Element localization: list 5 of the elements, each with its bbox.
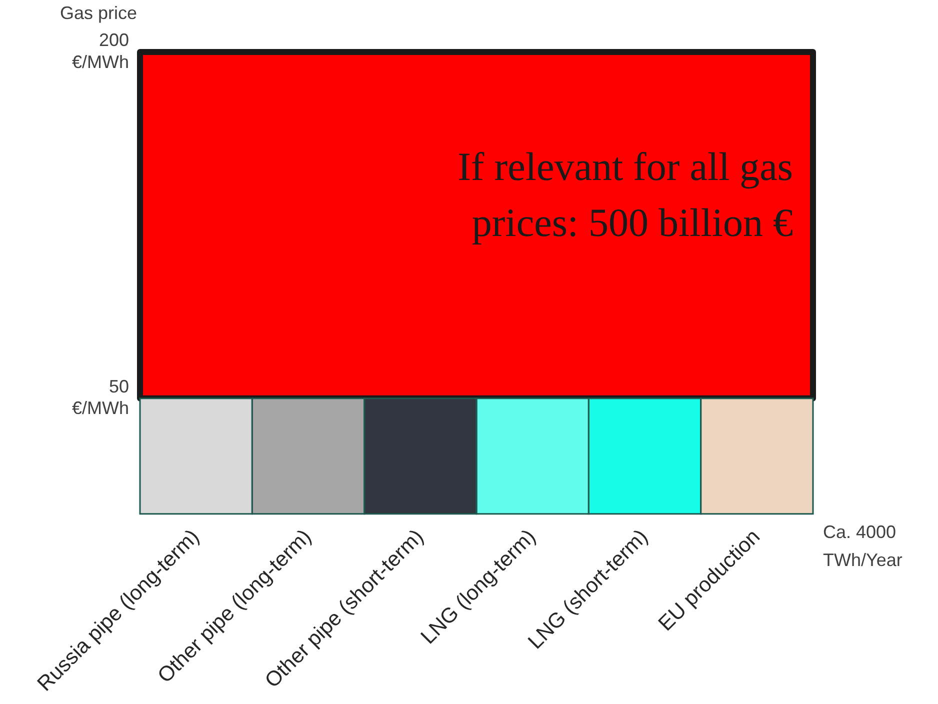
y-axis-title: Gas price xyxy=(60,2,138,23)
x-axis-title: Ca. 4000 TWh/Year xyxy=(823,522,902,570)
band-label: If relevant for all gas prices: 500 billion € xyxy=(458,144,793,245)
y-tick-label: 50 €/MWh xyxy=(72,376,129,418)
y-tick-label: 200 €/MWh xyxy=(72,30,129,72)
